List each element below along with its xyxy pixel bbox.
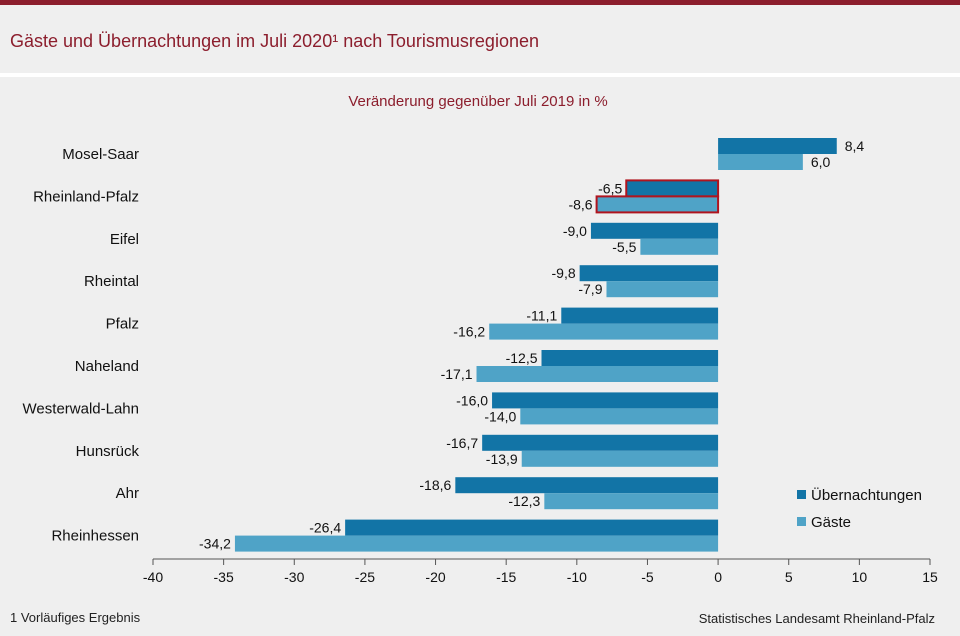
data-label: -6,5 (598, 180, 622, 196)
x-tick-label: -40 (143, 569, 163, 585)
category-label: Pfalz (106, 316, 139, 333)
x-tick-label: -5 (641, 569, 654, 585)
x-tick-label: -35 (214, 569, 234, 585)
bar-uebernachtungen (345, 519, 719, 536)
bar-uebernachtungen (625, 179, 720, 198)
data-label: 8,4 (845, 138, 865, 154)
x-tick-label: -30 (284, 569, 304, 585)
legend-label: Gäste (811, 514, 851, 531)
data-label: -9,0 (563, 223, 587, 239)
bar-gaeste (476, 366, 719, 382)
data-label: -16,2 (453, 324, 485, 340)
bar-gaeste (544, 493, 719, 510)
legend-label: Übernachtungen (811, 486, 922, 504)
chart-title: Gäste und Übernachtungen im Juli 2020¹ n… (10, 31, 539, 51)
category-label: Rheinland-Pfalz (33, 188, 139, 205)
chart-area: Veränderung gegenüber Juli 2019 in % Mose… (0, 77, 960, 631)
bar-gaeste (718, 154, 803, 170)
data-label: 6,0 (811, 154, 831, 170)
x-tick-label: 15 (922, 569, 938, 585)
bar-gaeste (489, 323, 719, 340)
bar-gaeste (234, 535, 719, 552)
data-label: -7,9 (578, 281, 602, 297)
title-bar: Gäste und Übernachtungen im Juli 2020¹ n… (0, 5, 960, 77)
x-tick-label: 0 (714, 569, 722, 585)
data-label: -5,5 (612, 239, 636, 255)
x-tick-label: -15 (496, 569, 516, 585)
bar-uebernachtungen (541, 350, 719, 366)
category-label: Rheinhessen (51, 528, 139, 545)
bar-uebernachtungen (718, 138, 837, 154)
data-label: -13,9 (486, 451, 518, 467)
footnote: 1 Vorläufiges Ergebnis (10, 610, 141, 625)
bar-uebernachtungen (579, 265, 719, 282)
data-label: -34,2 (199, 536, 231, 552)
bar-gaeste (520, 408, 719, 425)
bar-gaeste (521, 450, 719, 467)
bar-uebernachtungen (455, 477, 719, 494)
category-label: Eifel (110, 231, 139, 248)
data-label: -12,3 (508, 493, 540, 509)
chart-subtitle: Veränderung gegenüber Juli 2019 in % (348, 93, 607, 110)
x-tick-label: 10 (852, 569, 868, 585)
data-label: -14,0 (484, 408, 516, 424)
category-label: Westerwald-Lahn (23, 400, 139, 417)
legend-swatch-uebernachtungen (797, 490, 806, 499)
top-accent-rule (0, 0, 960, 5)
data-label: -17,1 (441, 366, 473, 382)
category-label: Rheintal (84, 273, 139, 290)
bar-chart: Veränderung gegenüber Juli 2019 in % Mose… (23, 93, 938, 585)
category-label: Naheland (75, 358, 139, 375)
category-label: Ahr (116, 485, 139, 502)
bar-uebernachtungen (482, 434, 719, 451)
x-tick-label: -10 (567, 569, 587, 585)
bar-uebernachtungen (590, 222, 719, 239)
bar-uebernachtungen (561, 307, 719, 324)
bar-gaeste (595, 195, 720, 214)
bar-gaeste (606, 281, 719, 298)
data-label: -16,7 (446, 435, 478, 451)
x-tick-label: -25 (355, 569, 375, 585)
x-tick-label: 5 (785, 569, 793, 585)
source-note: Statistisches Landesamt Rheinland-Pfalz (698, 611, 935, 626)
data-label: -11,1 (526, 308, 557, 324)
bar-uebernachtungen (492, 392, 719, 409)
data-label: -16,0 (456, 392, 488, 408)
category-label: Mosel-Saar (62, 146, 139, 163)
data-label: -12,5 (506, 350, 538, 366)
bar-gaeste (640, 238, 719, 255)
data-label: -18,6 (419, 477, 451, 493)
category-label: Hunsrück (76, 443, 140, 460)
data-label: -26,4 (309, 520, 341, 536)
x-tick-label: -20 (425, 569, 445, 585)
legend-swatch-gaeste (797, 517, 806, 526)
data-label: -8,6 (568, 196, 592, 212)
data-label: -9,8 (552, 265, 576, 281)
